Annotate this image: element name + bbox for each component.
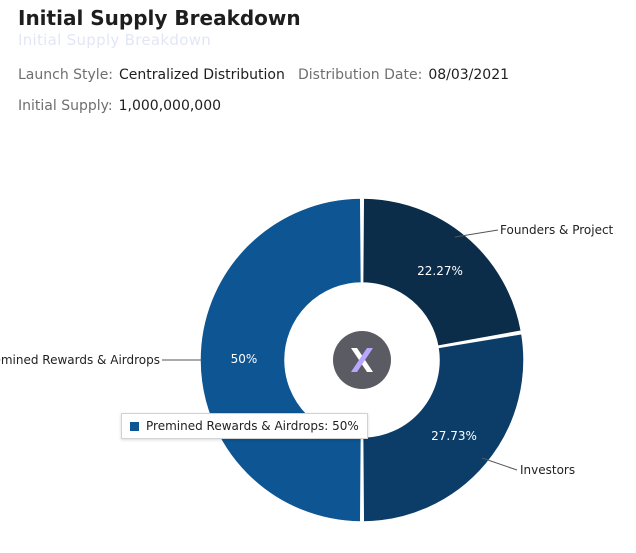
slice-premined-rewards[interactable] xyxy=(199,197,363,523)
ghost-subtitle: Initial Supply Breakdown xyxy=(18,31,212,49)
category-label-founders-project: Founders & Project xyxy=(500,223,614,237)
data-label-premined-rewards: 50% xyxy=(231,352,258,366)
distribution-date-label: Distribution Date: xyxy=(298,67,423,83)
distribution-date-row: Distribution Date: 08/03/2021 xyxy=(298,67,509,83)
slice-investors[interactable] xyxy=(361,332,525,523)
initial-supply-value: 1,000,000,000 xyxy=(118,98,222,114)
launch-style-row: Launch Style: Centralized Distribution xyxy=(18,67,285,83)
tooltip-swatch xyxy=(130,421,139,431)
initial-supply-row: Initial Supply: 1,000,000,000 xyxy=(18,98,221,114)
slice-founders-project[interactable] xyxy=(361,197,523,348)
category-label-premined-rewards: Premined Rewards & Airdrops xyxy=(0,353,160,367)
data-label-founders-project: 22.27% xyxy=(417,264,463,278)
launch-style-label: Launch Style: xyxy=(18,67,114,83)
dydx-logo-icon xyxy=(333,331,391,389)
launch-style-value: Centralized Distribution xyxy=(119,67,285,83)
data-label-investors: 27.73% xyxy=(431,429,477,443)
distribution-date-value: 08/03/2021 xyxy=(428,67,510,83)
initial-supply-label: Initial Supply: xyxy=(18,98,113,114)
page-title: Initial Supply Breakdown xyxy=(18,6,301,30)
chart-tooltip: Premined Rewards & Airdrops: 50% xyxy=(121,413,368,439)
leader-line-founders-project xyxy=(454,229,499,238)
leader-line-investors xyxy=(481,457,518,471)
tooltip-text: Premined Rewards & Airdrops: 50% xyxy=(146,419,359,433)
category-label-investors: Investors xyxy=(520,463,575,477)
